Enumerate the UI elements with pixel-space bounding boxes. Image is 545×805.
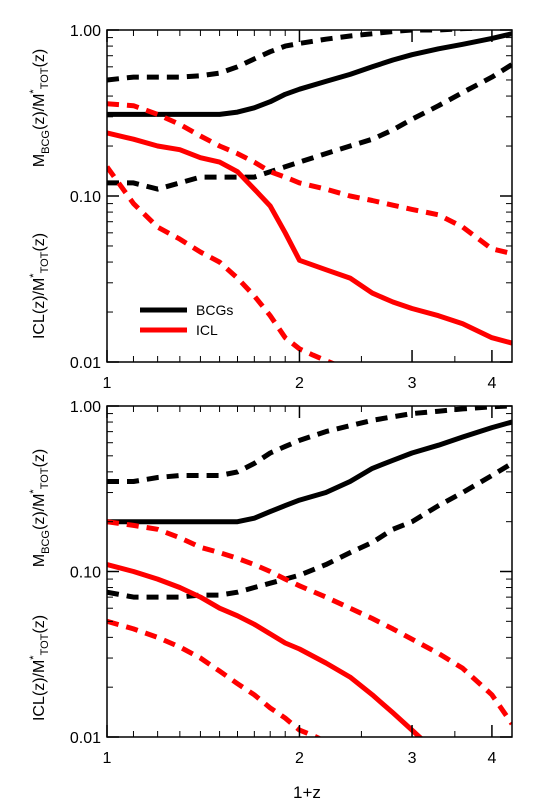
series-line-bcgs-lower: [107, 62, 512, 192]
y-tick-label: 0.01: [70, 355, 101, 372]
x-tick-label: 1: [103, 375, 112, 392]
ylabel-top-icl: ICL(z)/M*TOT(z): [28, 233, 51, 339]
series-line-icl: [107, 562, 423, 737]
x-tick-label: 2: [295, 750, 304, 767]
x-tick-label: 1: [103, 750, 112, 767]
legend-label: ICL: [196, 322, 218, 338]
series-line-bcgs: [107, 419, 512, 525]
y-tick-label: 1.00: [70, 23, 101, 40]
x-tick-label: 2: [295, 375, 304, 392]
series-line-icl-lower: [107, 618, 321, 737]
y-tick-label: 0.10: [70, 565, 101, 582]
series-line-bcgs-lower: [107, 461, 512, 600]
ylabel-top-bcg: MBCG(z)/M*TOT(z): [28, 49, 52, 167]
series-line-icl: [107, 130, 512, 346]
y-tick-label: 0.01: [70, 730, 101, 747]
y-tick-label: 1.00: [70, 399, 101, 416]
x-tick-label: 4: [487, 375, 496, 392]
ylabel-bottom-bcg: MBCG(z)/M*TOT(z): [28, 449, 52, 567]
plot-area-bottom: 1 2 3 4 0.01 0.10 1.00: [70, 399, 513, 767]
series-line-bcgs: [107, 31, 512, 117]
series-group: [107, 30, 512, 362]
series-line-bcgs-upper: [107, 30, 498, 83]
x-axis-label: 1+z: [293, 783, 321, 802]
series-line-icl-upper: [107, 519, 512, 726]
x-tick-label: 4: [487, 750, 496, 767]
x-tick-label: 3: [408, 750, 417, 767]
panel-top: MBCG(z)/M*TOT(z) ICL(z)/M*TOT(z) 1 2 3 4 0.0…: [28, 23, 513, 392]
panel-bottom: MBCG(z)/M*TOT(z) ICL(z)/M*TOT(z) 1 2 3 4 0.0…: [28, 399, 513, 767]
legend: BCGs ICL: [140, 302, 233, 338]
series-line-bcgs-upper: [107, 406, 512, 484]
ylabel-bottom-icl: ICL(z)/M*TOT(z): [28, 615, 51, 721]
x-tick-label: 3: [408, 375, 417, 392]
series-group: [107, 406, 512, 737]
legend-label: BCGs: [196, 302, 233, 318]
series-line-icl-upper: [107, 101, 512, 257]
plot-area-top: 1 2 3 4 0.01 0.10 1.00 BCGs ICL: [70, 23, 513, 392]
y-tick-label: 0.10: [70, 189, 101, 206]
series-line-icl-lower: [107, 165, 336, 362]
